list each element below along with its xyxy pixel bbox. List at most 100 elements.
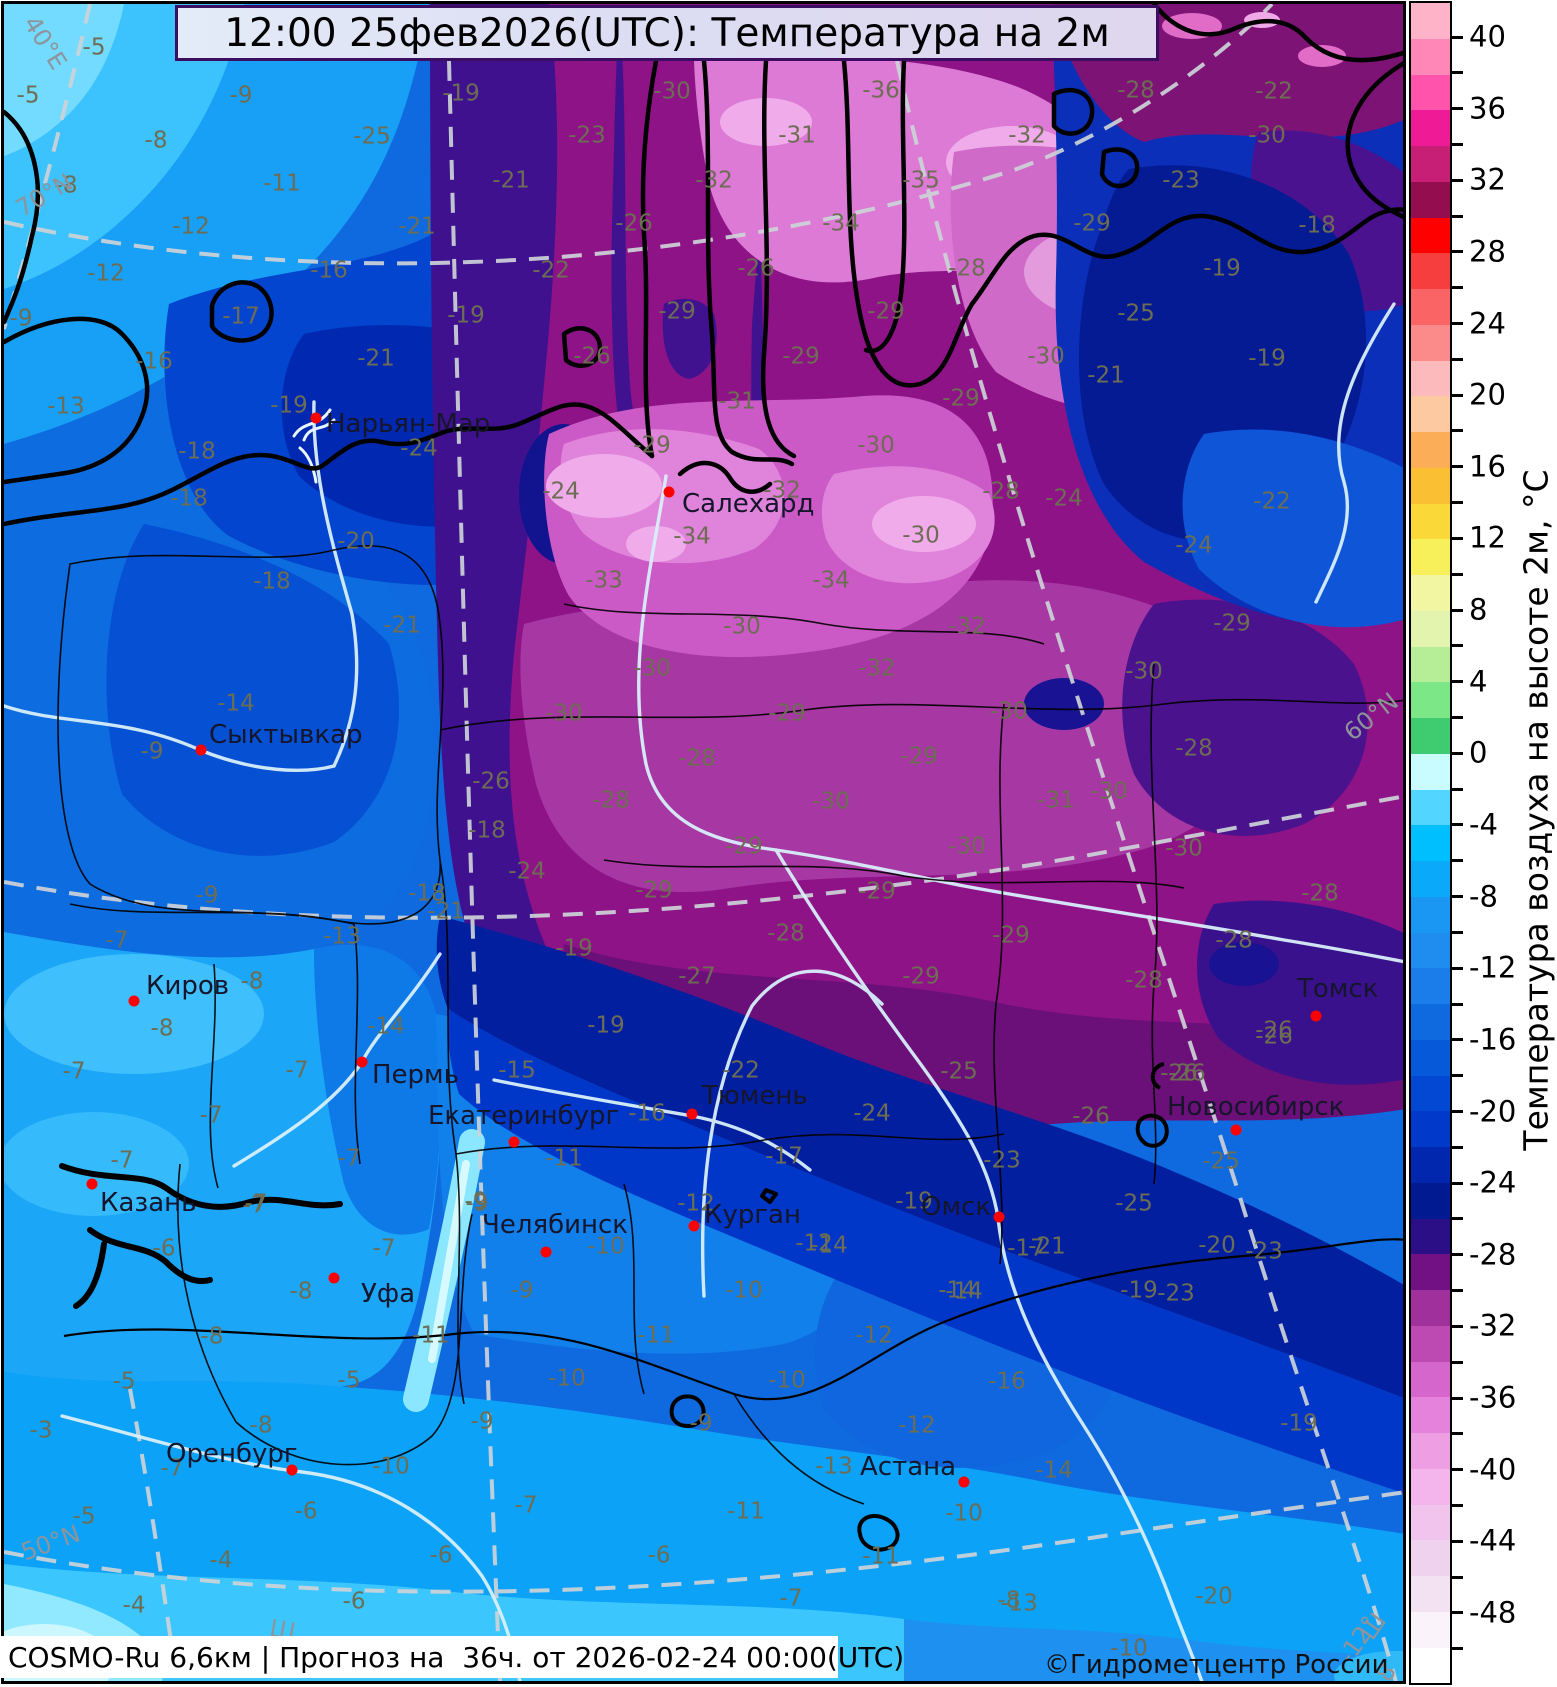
copyright-text: ©Гидрометцентр России <box>1044 1650 1389 1680</box>
city-label: Томск <box>1297 974 1379 1004</box>
temp-value: -11 <box>637 1322 675 1349</box>
temp-value: -12 <box>172 213 210 240</box>
colorbar-segment <box>1411 146 1450 182</box>
colorbar-tick <box>1452 1145 1463 1149</box>
colorbar-tick <box>1452 107 1463 111</box>
temp-value: -6 <box>429 1542 453 1569</box>
colorbar-segment <box>1411 610 1450 647</box>
temp-value: -33 <box>585 567 623 594</box>
colorbar-tick <box>1452 465 1463 469</box>
temp-value: -7 <box>160 1455 184 1482</box>
temp-value: -31 <box>1037 787 1075 814</box>
colorbar-segment <box>1411 38 1450 75</box>
temp-value: -19 <box>447 302 485 329</box>
temp-value: -8 <box>289 1278 313 1305</box>
map-area: -5 -5 -9 -8 -8 -11 -25 -19 -12 -12 -16 -9 -17 -21 -21-… <box>1 1 1406 1684</box>
colorbar-tick-label: 12 <box>1469 520 1506 555</box>
temp-value: -7 <box>514 1492 538 1519</box>
colorbar-tick <box>1452 680 1463 684</box>
colorbar-segment <box>1411 539 1450 575</box>
temp-value: -12 <box>795 1230 833 1257</box>
temp-value: -13 <box>47 393 85 420</box>
colorbar-segment <box>1411 74 1450 111</box>
map-title: 12:00 25фев2026(UTC): Температура на 2м <box>175 5 1159 61</box>
temp-value: -26 <box>1255 1017 1293 1044</box>
colorbar-tick-label: 36 <box>1469 91 1506 126</box>
temp-value: -6 <box>152 1235 176 1262</box>
temp-value: -25 <box>940 1058 978 1085</box>
temp-value: -23 <box>1162 167 1200 194</box>
colorbar-segment <box>1411 1182 1450 1219</box>
temp-value: -22 <box>532 257 570 284</box>
temp-value: -19 <box>895 1188 933 1215</box>
colorbar-segment <box>1411 324 1450 361</box>
colorbar-tick <box>1452 895 1463 899</box>
colorbar-tick <box>1452 501 1463 505</box>
city-dot <box>356 1056 368 1068</box>
colorbar-segment <box>1411 1504 1450 1541</box>
colorbar-tick <box>1452 1539 1463 1543</box>
temp-value: -36 <box>862 77 900 104</box>
colorbar-tick <box>1452 859 1463 863</box>
colorbar-tick <box>1452 930 1463 934</box>
colorbar-segment <box>1411 1576 1450 1612</box>
temp-value: -24 <box>1175 532 1213 559</box>
temp-value: -25 <box>1202 1148 1240 1175</box>
city-dot <box>195 744 207 756</box>
colorbar-tick-label: -12 <box>1469 950 1517 985</box>
temp-value: -12 <box>855 1322 893 1349</box>
colorbar-tick <box>1452 1217 1463 1221</box>
temp-value: -30 <box>633 655 671 682</box>
temp-value: -26 <box>472 768 510 795</box>
colorbar-tick <box>1452 250 1463 254</box>
colorbar-segment <box>1411 1039 1450 1076</box>
map-title-text: 12:00 25фев2026(UTC): Температура на 2м <box>224 10 1110 56</box>
temp-value: -29 <box>1073 210 1111 237</box>
temp-value: -32 <box>948 613 986 640</box>
colorbar-tick <box>1452 1110 1463 1114</box>
city-dot <box>286 1464 298 1476</box>
temp-value: -5 <box>337 1367 361 1394</box>
temp-value: -5 <box>72 1503 96 1530</box>
city-dot <box>993 1211 1005 1223</box>
temp-value: -24 <box>400 435 438 462</box>
temp-value: -11 <box>727 1498 765 1525</box>
city-dot <box>86 1178 98 1190</box>
temp-value: -9 <box>470 1408 494 1435</box>
city-label: Сыктывкар <box>209 720 363 750</box>
colorbar-tick <box>1452 1002 1463 1006</box>
city-dot <box>310 412 322 424</box>
temp-value: -16 <box>310 257 348 284</box>
colorbar-tick <box>1452 142 1463 146</box>
temp-value: -7 <box>199 1102 223 1129</box>
colorbar-tick-label: 40 <box>1469 19 1506 54</box>
temp-value: -7 <box>244 1190 268 1217</box>
temp-value: -32 <box>1008 122 1046 149</box>
temp-value: -5 <box>112 1368 136 1395</box>
colorbar-tick-label: -20 <box>1469 1094 1517 1129</box>
colorbar-tick <box>1452 1432 1463 1436</box>
colorbar-tick <box>1452 286 1463 290</box>
colorbar-segment <box>1411 646 1450 683</box>
temp-value: -10 <box>725 1277 763 1304</box>
temp-value: -18 <box>468 817 506 844</box>
city-label: Новосибирск <box>1167 1092 1345 1122</box>
colorbar-tick <box>1452 178 1463 182</box>
temp-value: -35 <box>902 167 940 194</box>
temp-value: -15 <box>498 1057 536 1084</box>
temp-value: -7 <box>62 1058 86 1085</box>
temp-value: -30 <box>723 613 761 640</box>
colorbar-segment <box>1411 1611 1450 1648</box>
temp-value: -29 <box>658 298 696 325</box>
temp-value: -30 <box>545 700 583 727</box>
colorbar-segment <box>1411 1540 1450 1576</box>
city-dot <box>688 1220 700 1232</box>
temp-value: -11 <box>545 1145 583 1172</box>
temp-value: -17 <box>1007 1235 1045 1262</box>
temp-value: -13 <box>815 1453 853 1480</box>
model-info-text: COSMO-Ru 6,6км | Прогноз на 36ч. от 2026… <box>8 1640 905 1674</box>
colorbar-tick <box>1452 787 1463 791</box>
temp-value: -19 <box>270 392 308 419</box>
temp-value: -9 <box>140 738 164 765</box>
temp-value: -9 <box>465 1190 489 1217</box>
